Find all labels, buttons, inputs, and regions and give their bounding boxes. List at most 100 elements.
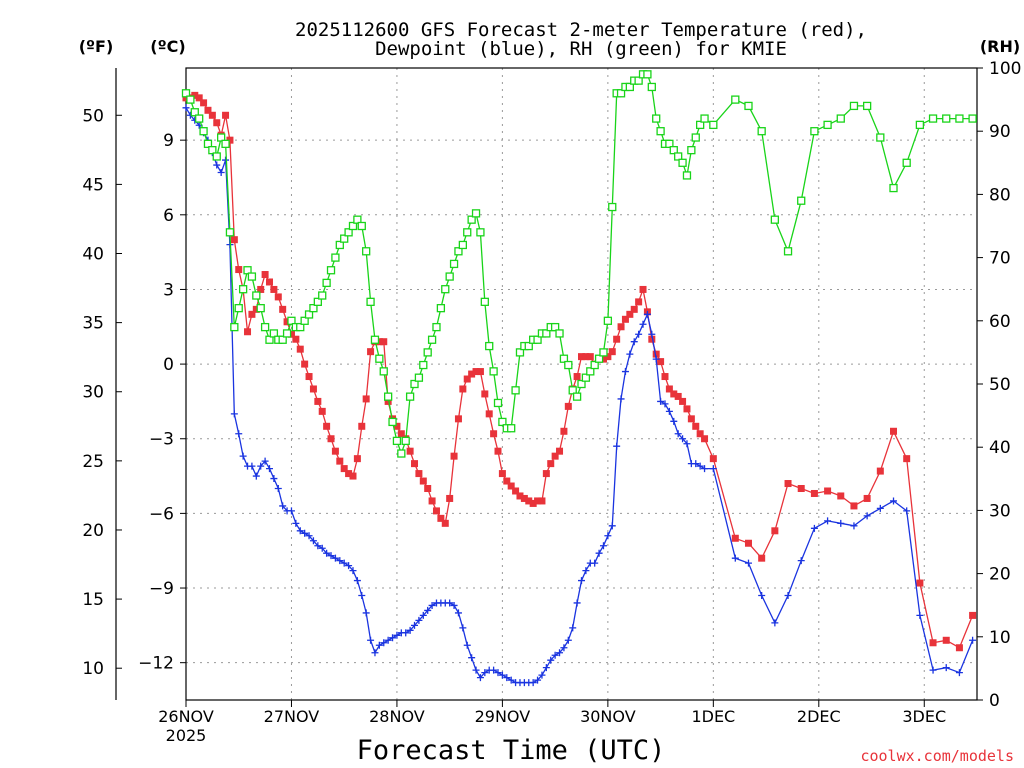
dewpoint-point — [551, 651, 559, 659]
rh-point — [568, 386, 577, 395]
temperature-point — [226, 136, 234, 144]
dewpoint-point — [296, 527, 304, 535]
x-tick-label: 3DEC — [902, 707, 946, 726]
rh-point — [256, 304, 265, 313]
temperature-point — [432, 507, 440, 515]
rh-point — [700, 114, 709, 123]
temperature-point — [411, 460, 419, 468]
dewpoint-point — [331, 554, 339, 562]
temperature-point — [305, 373, 313, 381]
dewpoint-point — [744, 559, 752, 567]
dewpoint-point — [771, 619, 779, 627]
temperature-point — [476, 368, 484, 376]
rh-point — [234, 304, 243, 313]
rh-tick-label: 50 — [989, 375, 1011, 395]
rh-point — [313, 297, 322, 306]
dewpoint-point — [498, 671, 506, 679]
temperature-point — [437, 514, 445, 522]
dewpoint-point — [547, 656, 555, 664]
dewpoint-point — [472, 666, 480, 674]
fahrenheit-tick-label: 20 — [82, 521, 104, 541]
rh-point — [181, 89, 191, 98]
dewpoint-point — [661, 400, 669, 408]
rh-point — [423, 348, 432, 357]
temperature-point — [683, 405, 691, 413]
rh-point — [515, 348, 525, 357]
dewpoint-point — [560, 644, 568, 652]
dewpoint-point — [503, 674, 511, 682]
rh-series — [181, 70, 977, 458]
rh-point — [696, 120, 705, 130]
rh-unit-label: (RH) — [980, 37, 1020, 56]
dewpoint-point — [529, 679, 537, 687]
temperature-point — [512, 487, 520, 495]
rh-point — [199, 127, 208, 136]
rh-point — [441, 285, 450, 294]
rh-point — [533, 335, 542, 344]
rh-point — [392, 436, 402, 446]
temperature-point — [701, 435, 709, 443]
rh-point — [550, 322, 560, 332]
rh-point — [414, 373, 424, 382]
temperature-point — [608, 348, 616, 356]
rh-point — [511, 386, 520, 395]
rh-point — [388, 417, 397, 427]
dewpoint-point — [349, 567, 357, 575]
dewpoint-point — [542, 664, 550, 672]
rh-point — [265, 335, 274, 344]
temperature-point — [424, 485, 432, 493]
rh-point — [331, 253, 340, 262]
dewpoint-point — [534, 676, 542, 684]
x-tick-label: 26NOV — [158, 707, 214, 726]
dewpoint-point — [314, 542, 322, 550]
dewpoint-point — [582, 567, 590, 575]
rh-point — [656, 127, 665, 136]
temperature-point — [261, 271, 269, 279]
dewpoint-point — [538, 671, 546, 679]
dewpoint-point — [362, 609, 370, 617]
rh-point — [731, 95, 740, 104]
dewpoint-point — [648, 330, 656, 338]
dewpoint-point — [621, 368, 629, 376]
temperature-point — [942, 636, 950, 644]
temperature-point — [309, 385, 317, 393]
temperature-point — [252, 305, 260, 313]
dewpoint-point — [367, 636, 375, 644]
rh-point — [410, 379, 419, 389]
dewpoint-point — [824, 517, 832, 525]
temperature-point — [626, 310, 634, 318]
credit-text: coolwx.com/models — [860, 747, 1014, 765]
celsius-tick-label: 6 — [163, 206, 174, 226]
rh-point — [594, 354, 604, 363]
rh-point — [318, 291, 327, 300]
celsius-tick-label: −3 — [149, 430, 174, 450]
dewpoint-point — [850, 522, 858, 530]
temperature-point — [621, 315, 629, 323]
rh-point — [682, 171, 692, 180]
temperature-point — [446, 494, 454, 502]
rh-point — [524, 341, 533, 351]
dewpoint-point — [665, 407, 673, 415]
temperature-point — [674, 392, 682, 400]
dewpoint-point — [476, 674, 484, 682]
rh-point — [489, 367, 498, 376]
temperature-point — [784, 480, 792, 488]
dewpoint-point — [287, 507, 295, 515]
dewpoint-point — [564, 636, 572, 644]
dewpoint-point — [393, 631, 401, 639]
dewpoint-point — [903, 507, 911, 515]
dewpoint-point — [955, 669, 963, 677]
rh-point — [665, 139, 674, 148]
rh-point — [344, 228, 353, 237]
temperature-point — [556, 447, 564, 455]
temperature-point — [657, 358, 665, 366]
rh-point — [797, 196, 806, 205]
rh-point — [326, 266, 336, 275]
rh-point — [195, 114, 204, 123]
temperature-point — [771, 527, 779, 535]
rh-point — [687, 146, 696, 155]
dewpoint-point — [626, 350, 634, 358]
rh-point — [674, 152, 683, 161]
dewpoint-point — [599, 542, 607, 550]
dewpoint-point — [213, 161, 221, 169]
